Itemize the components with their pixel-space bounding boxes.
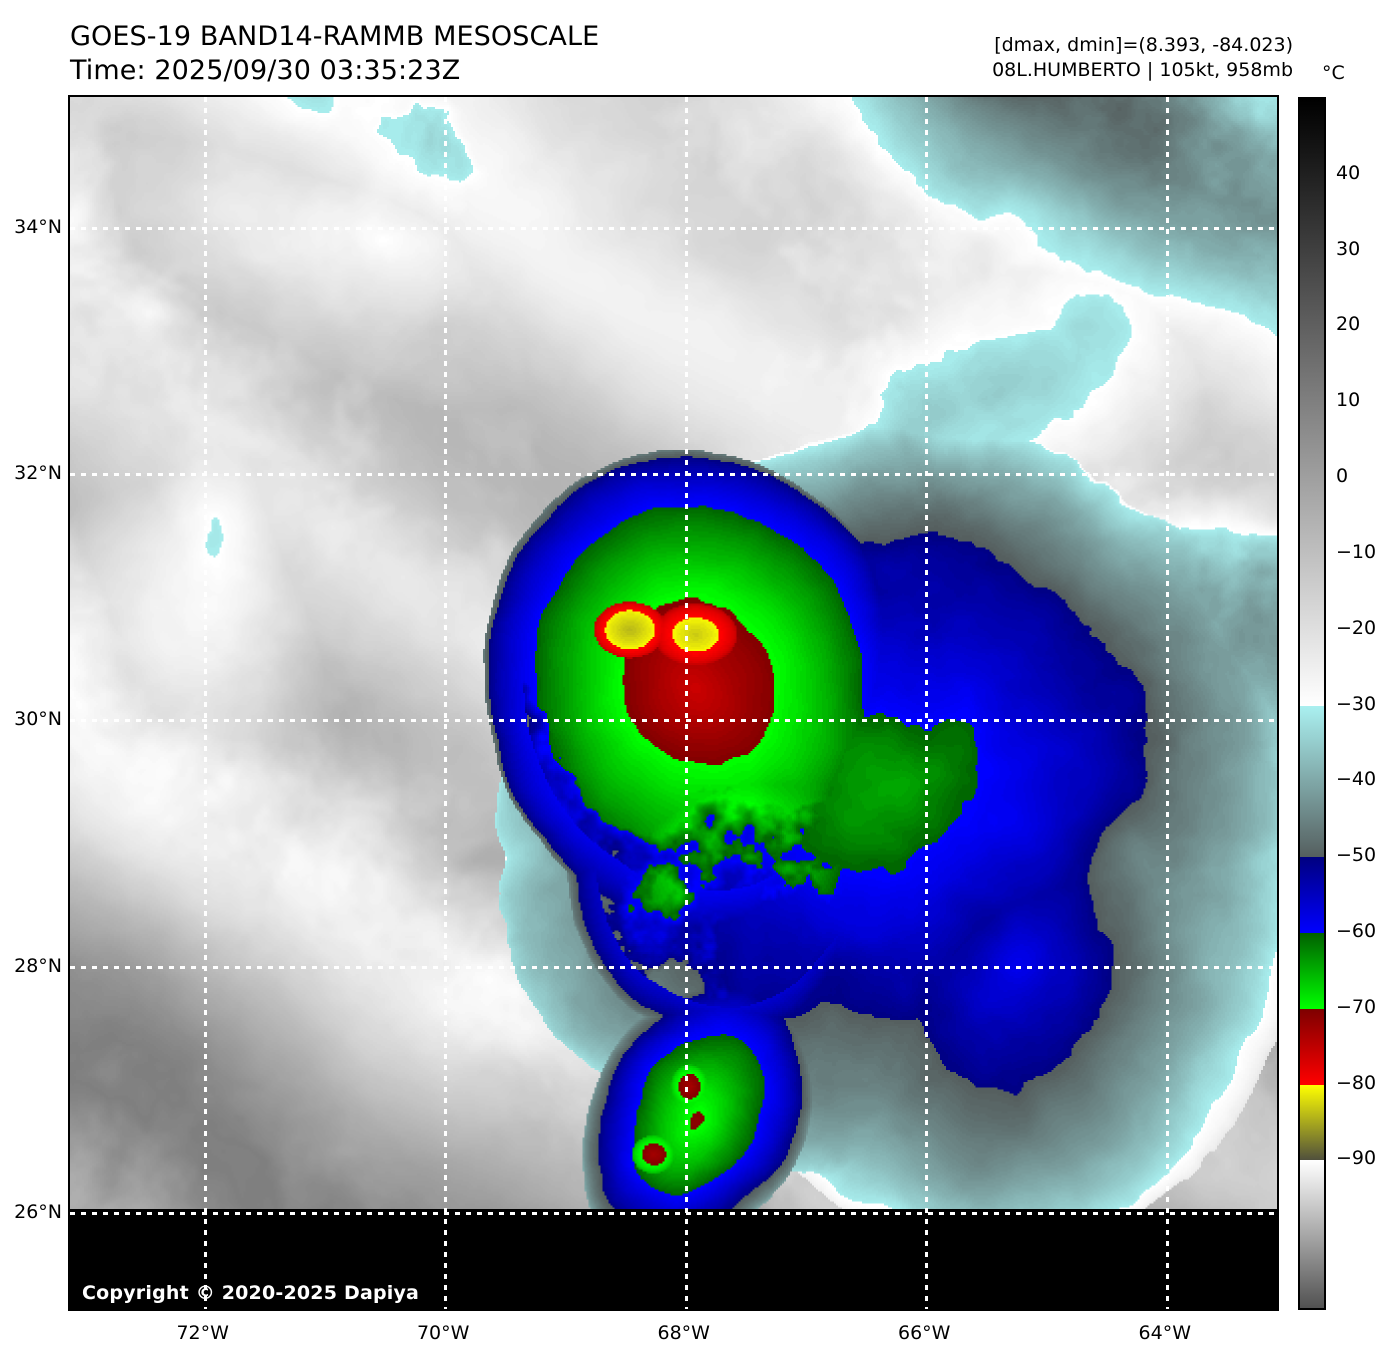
latitude-tick-label: 32°N [14,461,62,484]
longitude-tick-label: 66°W [898,1322,951,1344]
satellite-image-plot [68,95,1279,1311]
header-left: GOES-19 BAND14-RAMMB MESOSCALE Time: 202… [70,20,599,88]
colorbar-segment-warm-grayscale [1300,99,1324,706]
longitude-tick-label: 70°W [416,1322,470,1344]
colorbar-segment-cold-grayscale [1300,1160,1324,1308]
colorbar-tick-label: −70 [1336,995,1377,1018]
latitude-tick-label: 26°N [14,1201,62,1224]
temperature-colorbar [1298,97,1326,1310]
colorbar-segment-cyan-band [1300,705,1324,858]
colorbar-segment-yellow-band [1300,1084,1324,1161]
infrared-imagery-canvas [70,97,1277,1309]
copyright-label: Copyright © 2020-2025 Dapiya [82,1282,420,1304]
no-data-band [70,1209,1277,1309]
latitude-tick-label: 28°N [14,954,62,977]
timestamp-label: Time: 2025/09/30 03:35:23Z [70,55,461,86]
page-title: GOES-19 BAND14-RAMMB MESOSCALE [70,21,600,52]
colorbar-tick-label: 20 [1336,313,1361,336]
longitude-tick-label: 64°W [1138,1322,1191,1344]
colorbar-tick-label: 30 [1336,237,1361,260]
data-range-label: [dmax, dmin]=(8.393, -84.023) [994,34,1293,56]
latitude-tick-label: 34°N [14,215,62,238]
colorbar-segment-blue-band [1300,857,1324,933]
colorbar-tick-label: −10 [1336,540,1377,563]
longitude-tick-label: 68°W [657,1322,710,1344]
colorbar-tick-label: −50 [1336,844,1377,867]
colorbar-tick-label: −90 [1336,1147,1377,1170]
colorbar-tick-label: 0 [1336,465,1349,488]
colorbar-tick-label: 40 [1336,161,1361,184]
latitude-tick-label: 30°N [14,708,62,731]
colorbar-segment-green-band [1300,932,1324,1009]
storm-info-label: 08L.HUMBERTO | 105kt, 958mb [992,59,1293,81]
colorbar-unit-label: °C [1322,62,1345,84]
colorbar-tick-label: −80 [1336,1071,1377,1094]
colorbar-tick-label: −30 [1336,692,1377,715]
colorbar-segment-red-band [1300,1008,1324,1085]
header-right: [dmax, dmin]=(8.393, -84.023) 08L.HUMBER… [992,33,1293,83]
colorbar-tick-label: 10 [1336,389,1361,412]
longitude-tick-label: 72°W [176,1322,229,1344]
colorbar-tick-label: −20 [1336,616,1377,639]
colorbar-tick-label: −60 [1336,919,1377,942]
colorbar-tick-label: −40 [1336,768,1377,791]
